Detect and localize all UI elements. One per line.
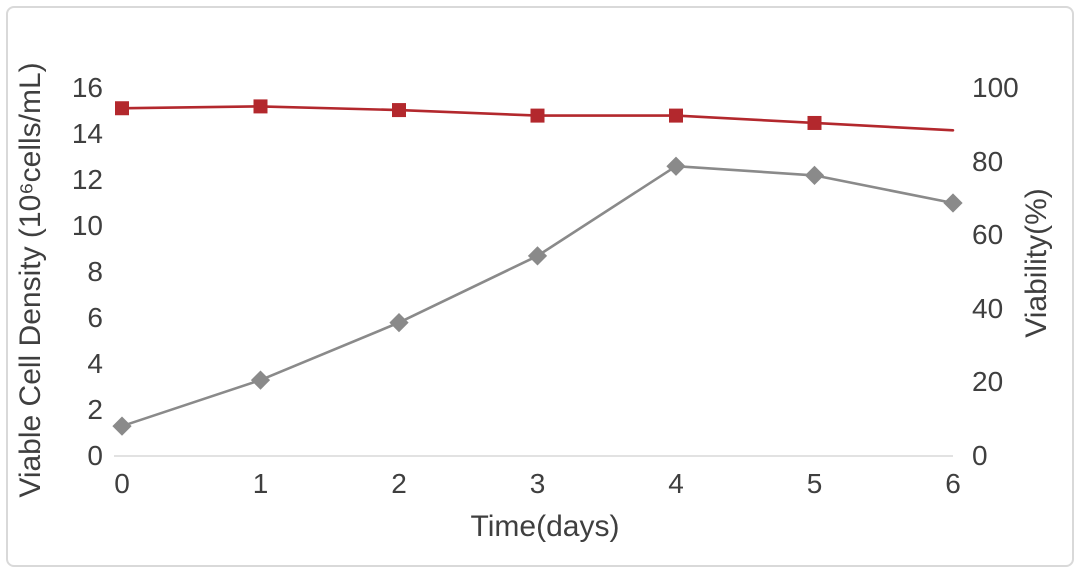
left-axis-tick-label: 4 <box>87 348 103 379</box>
x-axis-tick-label: 2 <box>391 468 407 499</box>
square-marker <box>392 103 406 118</box>
square-marker <box>253 99 268 114</box>
right-axis-title: Viability(%) <box>1020 188 1053 338</box>
left-axis-tick-label: 2 <box>87 394 103 425</box>
square-marker <box>530 108 545 123</box>
right-axis-tick-label: 20 <box>972 366 1004 398</box>
viable-cell-density-line <box>120 164 955 428</box>
square-marker <box>115 101 129 116</box>
diamond-marker <box>112 416 132 436</box>
left-axis-tick-label: 14 <box>71 118 103 149</box>
diamond-marker <box>250 370 271 390</box>
square-marker <box>807 115 822 130</box>
right-axis-tick-label: 80 <box>972 145 1004 177</box>
left-axis-tick-label: 8 <box>87 256 103 287</box>
left-axis-tick-label: 12 <box>71 164 103 195</box>
x-axis-tick-label: 5 <box>806 468 823 499</box>
x-axis-tick-label: 1 <box>252 468 269 499</box>
figure-border <box>6 6 1074 567</box>
x-axis-tick-label: 3 <box>529 468 546 499</box>
left-axis-title: Viable Cell Density (10⁶cells/mL) <box>14 62 47 498</box>
left-axis-tick-label: 6 <box>87 302 103 333</box>
diamond-marker <box>527 246 548 266</box>
right-axis-tick-label: 0 <box>972 440 988 471</box>
diamond-marker <box>804 165 825 186</box>
right-axis-tick-label: 60 <box>972 219 1004 251</box>
x-axis-tick-label: 0 <box>114 468 130 499</box>
square-marker <box>669 108 683 123</box>
x-axis-title: Time(days) <box>470 510 620 543</box>
x-axis-tick-label: 6 <box>945 468 961 499</box>
x-axis-tick-label: 4 <box>668 468 684 499</box>
left-axis-tick-label: 10 <box>71 210 103 241</box>
left-axis-tick-label: 0 <box>87 440 103 471</box>
left-axis-tick-label: 16 <box>71 72 103 103</box>
diamond-marker <box>666 156 686 176</box>
diamond-marker <box>389 312 409 333</box>
right-axis-tick-label: 100 <box>972 72 1019 103</box>
diamond-marker <box>943 193 963 213</box>
right-axis-tick-label: 40 <box>972 292 1004 324</box>
